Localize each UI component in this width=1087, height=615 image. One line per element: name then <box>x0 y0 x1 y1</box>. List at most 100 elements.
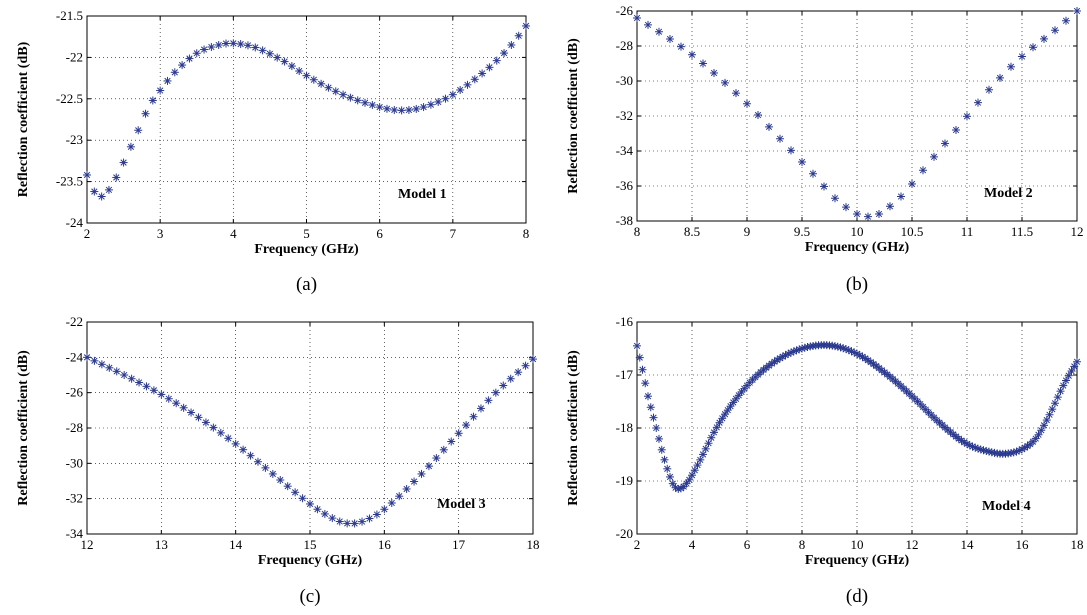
data-point <box>776 134 784 143</box>
x-tick-label: 5 <box>303 226 310 241</box>
y-tick-label: -34 <box>66 526 84 541</box>
data-point <box>633 14 641 22</box>
data-point <box>90 356 99 365</box>
data-point <box>469 412 478 421</box>
x-tick-label: 10.5 <box>901 224 924 239</box>
data-point <box>426 100 435 109</box>
data-point <box>1051 399 1059 408</box>
data-point <box>343 519 352 528</box>
data-point <box>395 492 404 501</box>
data-point <box>178 61 187 70</box>
x-tick-label: 2 <box>84 226 91 241</box>
x-tick-label: 8 <box>799 537 806 552</box>
data-point <box>1073 357 1081 366</box>
data-point <box>412 104 421 113</box>
data-point <box>930 152 938 161</box>
y-tick-label: -26 <box>616 3 634 18</box>
y-axis-label: Reflection coefficient (dB) <box>566 350 581 506</box>
x-tick-label: 8 <box>634 224 641 239</box>
data-point <box>192 49 201 58</box>
data-point <box>886 202 894 211</box>
data-point <box>185 54 194 63</box>
x-tick-label: 12 <box>81 537 94 552</box>
x-tick-label: 9.5 <box>794 224 810 239</box>
data-point <box>320 509 329 518</box>
data-point <box>462 421 471 430</box>
data-point <box>331 87 340 96</box>
data-point <box>104 185 113 194</box>
data-point <box>187 408 196 417</box>
data-point <box>864 212 872 221</box>
data-point <box>397 106 406 115</box>
data-point <box>644 392 652 401</box>
data-point <box>142 382 151 391</box>
data-point <box>280 57 289 66</box>
y-tick-label: -36 <box>616 178 634 193</box>
y-tick-label: -22 <box>66 49 83 64</box>
data-point <box>346 93 355 102</box>
x-tick-label: 10 <box>851 224 864 239</box>
data-point <box>164 394 173 403</box>
data-point <box>1053 393 1062 402</box>
data-point <box>134 126 143 135</box>
y-tick-label: -38 <box>616 213 633 228</box>
plot-frame <box>86 15 527 224</box>
chart-panel-1: 2 3 4 5 6 7 8 -24 -23.5 -23 -22.5 -22 -21.5 Frequency… <box>16 8 530 295</box>
x-tick-label: 18 <box>527 537 540 552</box>
data-point <box>941 139 949 148</box>
x-tick-label: 4 <box>689 537 696 552</box>
y-tick-label: -22 <box>66 314 83 329</box>
data-point <box>682 479 691 488</box>
data-point <box>317 79 326 88</box>
data-point <box>236 40 245 49</box>
chart-panel-2: 8 8.5 9 9.5 10 10.5 11 11.5 12 -38 -36 -34 -32 -30 -28… <box>566 3 1084 295</box>
data-point <box>194 413 203 422</box>
data-point <box>380 505 389 514</box>
data-point <box>350 519 359 528</box>
data-point <box>842 203 850 212</box>
y-tick-label: -24 <box>66 215 84 230</box>
y-tick-label: -30 <box>66 455 83 470</box>
data-point <box>853 210 861 218</box>
data-point <box>1070 362 1079 371</box>
data-point <box>633 341 641 350</box>
x-tick-label: 14 <box>229 537 243 552</box>
model-label: Model 2 <box>984 186 1033 201</box>
x-axis-label: Frequency (GHz) <box>805 553 910 568</box>
subfigure-caption: (d) <box>846 586 868 607</box>
data-point <box>721 410 729 419</box>
data-point <box>820 182 828 191</box>
data-point <box>163 76 172 85</box>
data-point <box>492 56 501 65</box>
data-series <box>83 21 530 201</box>
data-point <box>97 360 106 369</box>
data-point <box>478 69 487 78</box>
x-tick-label: 6 <box>744 537 751 552</box>
x-tick-label: 10 <box>851 537 864 552</box>
data-point <box>382 104 391 113</box>
x-tick-label: 8.5 <box>684 224 700 239</box>
data-point <box>112 173 121 182</box>
data-point <box>265 49 274 58</box>
data-point <box>666 35 674 43</box>
data-point <box>638 365 647 374</box>
data-point <box>1040 421 1048 430</box>
y-tick-label: -23.5 <box>56 174 83 189</box>
data-point <box>644 20 652 29</box>
data-point <box>456 85 465 94</box>
data-point <box>1029 43 1037 52</box>
data-point <box>229 39 238 48</box>
y-tick-label: -16 <box>616 314 634 329</box>
data-point <box>463 80 472 89</box>
data-point <box>291 488 300 497</box>
x-axis-label: Frequency (GHz) <box>805 240 910 255</box>
data-point <box>704 439 713 448</box>
data-point <box>402 484 411 493</box>
data-point <box>156 86 165 95</box>
y-tick-label: -28 <box>616 38 633 53</box>
data-point <box>216 428 225 437</box>
data-point <box>1062 376 1070 385</box>
data-series <box>633 341 1081 493</box>
data-point <box>754 111 762 120</box>
